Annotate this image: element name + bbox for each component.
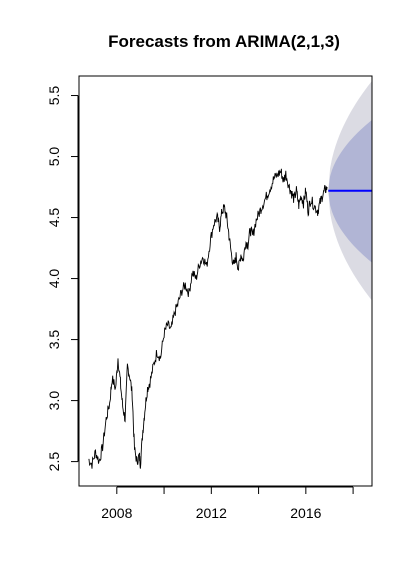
y-axis: 2.5 3.0 3.5 4.0 4.5 5.0 5.5 [46,86,79,472]
history-line [88,168,328,469]
y-tick-label: 3.0 [46,391,62,411]
x-axis: 2008 2012 2016 [101,486,354,521]
y-tick-label: 3.5 [46,330,62,350]
plot-box [78,75,373,487]
y-tick-label: 4.0 [46,269,62,289]
chart-title: Forecasts from ARIMA(2,1,3) [108,32,340,51]
x-tick-label: 2008 [101,505,132,521]
y-tick-label: 5.5 [46,86,62,106]
y-tick-label: 5.0 [46,147,62,167]
y-tick-label: 2.5 [46,452,62,472]
x-tick-label: 2016 [290,505,321,521]
history-series [88,168,328,469]
y-tick-label: 4.5 [46,208,62,228]
x-tick-label: 2012 [196,505,227,521]
